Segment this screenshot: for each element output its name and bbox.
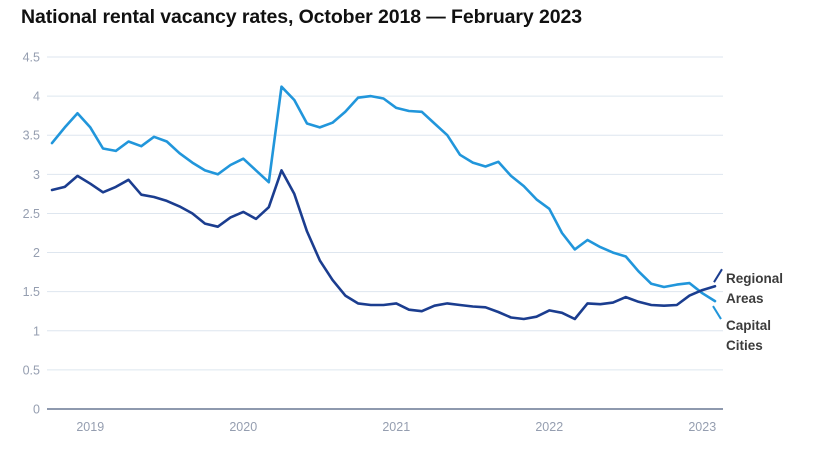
y-axis-tick-label: 1 — [33, 324, 40, 338]
y-axis-tick-label: 0 — [33, 403, 40, 417]
y-axis-tick-label: 3 — [33, 168, 40, 182]
y-axis-tick-label: 4 — [33, 90, 40, 104]
y-axis-tick-label: 0.5 — [23, 363, 40, 377]
x-axis-tick-label: 2023 — [688, 420, 716, 434]
x-axis-tick-label: 2021 — [382, 420, 410, 434]
x-axis-tick-label: 2022 — [535, 420, 563, 434]
regional-areas-line — [50, 169, 717, 321]
x-axis-tick-label: 2019 — [76, 420, 104, 434]
capital-cities-line — [50, 85, 717, 303]
capital-cities-leader-tick — [712, 305, 722, 320]
y-axis-tick-label: 3.5 — [23, 129, 40, 143]
series-end-label-regional-areas: Regional Areas — [726, 271, 783, 306]
y-axis-tick-label: 2 — [33, 246, 40, 260]
y-axis-tick-label: 2.5 — [23, 207, 40, 221]
x-axis-tick-label: 2020 — [229, 420, 257, 434]
y-axis-tick-label: 4.5 — [23, 51, 40, 65]
y-axis-tick-label: 1.5 — [23, 285, 40, 299]
regional-areas-leader-tick — [713, 268, 723, 283]
chart-title: National rental vacancy rates, October 2… — [21, 6, 582, 28]
series-end-label-capital-cities: Capital Cities — [726, 318, 771, 353]
